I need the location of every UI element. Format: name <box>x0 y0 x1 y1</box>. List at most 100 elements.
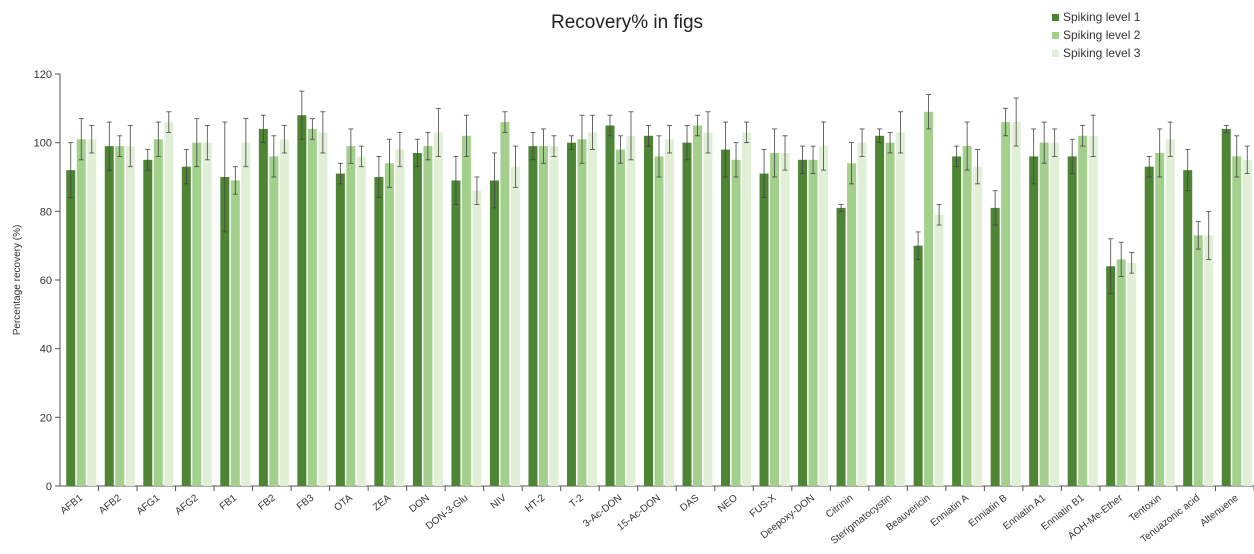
bar <box>412 152 422 486</box>
bar <box>566 142 576 486</box>
bar <box>374 177 384 486</box>
bar <box>770 152 780 486</box>
bar <box>693 125 703 486</box>
bar <box>510 166 520 486</box>
x-tick-label: Altenuene <box>1198 492 1241 529</box>
bar <box>258 128 268 486</box>
bar <box>153 139 163 486</box>
y-axis-label: Percentage recovery (%) <box>12 225 23 336</box>
bar <box>682 142 692 486</box>
bar <box>384 163 394 486</box>
bar <box>819 146 829 486</box>
bar <box>461 135 471 487</box>
bar <box>742 132 752 486</box>
bar <box>528 146 538 486</box>
x-tick-label: FUS-X <box>748 492 779 519</box>
bar <box>913 245 923 486</box>
y-tick-label: 60 <box>40 275 52 287</box>
bar <box>1155 152 1165 486</box>
bar <box>76 139 86 486</box>
bar <box>885 142 895 486</box>
bar <box>269 156 279 486</box>
legend-swatch-series-3 <box>1052 49 1059 57</box>
x-tick-label: T-2 <box>568 492 587 510</box>
x-tick-label: DAS <box>678 492 701 514</box>
x-tick-label: AFG2 <box>173 492 201 517</box>
bar <box>836 207 846 486</box>
bar <box>990 207 1000 486</box>
bar <box>1001 122 1011 487</box>
bar <box>346 146 356 486</box>
x-tick-label: DON-3-Glu <box>424 493 470 532</box>
legend-item-series-2: Spiking level 2 <box>1052 26 1140 44</box>
bar <box>423 146 433 486</box>
bar <box>721 149 731 487</box>
x-tick-label: 15-Ac-DON <box>615 493 663 533</box>
legend-item-series-3: Spiking level 3 <box>1052 44 1140 62</box>
y-tick-label: 20 <box>40 412 52 424</box>
bar <box>1127 262 1137 486</box>
bar <box>665 139 674 486</box>
bar <box>433 132 443 486</box>
legend-swatch-series-2 <box>1052 31 1059 39</box>
bar <box>1232 156 1242 486</box>
bar <box>1067 156 1077 486</box>
x-tick-label: Tentoxin <box>1127 493 1163 525</box>
bar <box>489 180 499 486</box>
x-tick-label: AFB2 <box>97 492 124 516</box>
bar <box>798 159 808 487</box>
bar <box>279 139 289 486</box>
bar <box>143 159 153 487</box>
bar <box>577 139 587 486</box>
bar <box>472 190 482 486</box>
y-tick-label: 80 <box>40 206 52 218</box>
bar <box>654 156 664 486</box>
bar <box>1029 156 1039 486</box>
bar <box>104 146 114 486</box>
bar <box>115 146 125 486</box>
x-tick-label: AFG1 <box>135 492 163 517</box>
x-tick-label: DON <box>407 493 431 515</box>
bar <box>644 135 653 487</box>
legend-label-series-1: Spiking level 1 <box>1063 10 1141 24</box>
bar <box>220 177 230 486</box>
y-tick-label: 120 <box>34 69 52 81</box>
bar <box>395 149 405 487</box>
legend-label-series-3: Spiking level 3 <box>1063 46 1141 60</box>
bar <box>1221 128 1231 486</box>
bar <box>1165 139 1175 486</box>
y-tick-label: 0 <box>46 481 52 493</box>
bar <box>500 122 510 487</box>
legend-swatch-series-1 <box>1052 13 1059 21</box>
bar <box>297 115 307 486</box>
bar <box>549 146 559 486</box>
bar <box>164 122 174 487</box>
bar <box>1183 170 1193 486</box>
x-tick-label: NEO <box>716 493 740 515</box>
legend-label-series-2: Spiking level 2 <box>1063 28 1141 42</box>
x-tick-label: FB1 <box>218 492 240 512</box>
bar <box>808 159 818 487</box>
bar <box>230 180 240 486</box>
bar <box>731 159 741 487</box>
bar <box>1204 235 1214 486</box>
chart-title: Recovery% in figs <box>550 12 704 33</box>
x-tick-label: Enniatin A <box>929 493 972 530</box>
x-tick-label: ZEA <box>371 492 393 513</box>
bar <box>1039 142 1049 486</box>
bar <box>202 142 212 486</box>
bar <box>973 166 983 486</box>
legend: Spiking level 1 Spiking level 2 Spiking … <box>1052 8 1140 62</box>
bar <box>1242 159 1252 487</box>
bar <box>538 146 548 486</box>
bar <box>626 135 636 487</box>
x-tick-label: HT-2 <box>523 492 547 514</box>
bar <box>66 170 76 486</box>
bar <box>1116 259 1126 486</box>
bar <box>934 214 944 486</box>
bar <box>241 142 251 486</box>
bar <box>335 173 345 487</box>
x-tick-label: NIV <box>489 492 509 511</box>
bar <box>192 142 202 486</box>
